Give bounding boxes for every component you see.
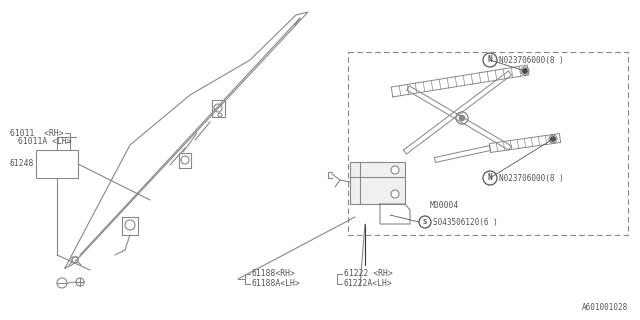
Text: 61011A <LH>: 61011A <LH> (18, 138, 72, 147)
Text: S043506120(6 ): S043506120(6 ) (433, 218, 498, 227)
Text: 61011  <RH>: 61011 <RH> (10, 129, 63, 138)
Circle shape (551, 137, 555, 141)
Circle shape (521, 67, 529, 75)
Circle shape (522, 68, 527, 74)
Text: N023706000(8 ): N023706000(8 ) (499, 55, 564, 65)
Text: 61188<RH>: 61188<RH> (252, 269, 296, 278)
Circle shape (550, 137, 556, 141)
Text: N023706000(8 ): N023706000(8 ) (499, 173, 564, 182)
Circle shape (456, 112, 468, 124)
Bar (350, 162, 405, 204)
Circle shape (391, 190, 399, 198)
Circle shape (523, 69, 527, 73)
Bar (36, 150, 78, 178)
Text: S: S (423, 219, 427, 225)
Text: 61222A<LH>: 61222A<LH> (344, 279, 393, 289)
Circle shape (391, 166, 399, 174)
Text: A601001028: A601001028 (582, 303, 628, 312)
Text: 61188A<LH>: 61188A<LH> (252, 279, 301, 289)
Text: 61222 <RH>: 61222 <RH> (344, 269, 393, 278)
Text: M00004: M00004 (430, 201, 460, 210)
Circle shape (459, 115, 465, 121)
Circle shape (456, 112, 468, 124)
Text: 61248: 61248 (10, 159, 35, 169)
Text: N: N (488, 55, 492, 65)
Circle shape (549, 135, 557, 143)
Text: N: N (488, 173, 492, 182)
Circle shape (459, 115, 465, 121)
